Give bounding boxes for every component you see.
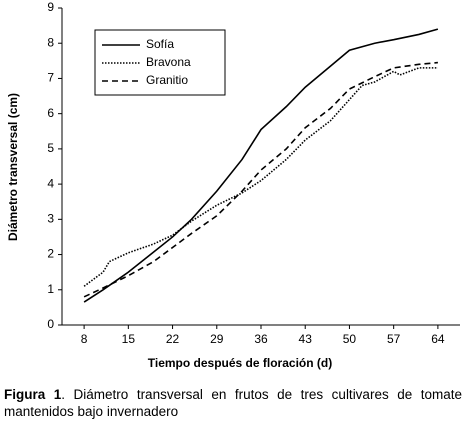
x-tick-label: 43	[299, 332, 313, 346]
y-tick-label: 7	[47, 71, 54, 85]
y-tick-label: 9	[47, 0, 54, 14]
x-tick-label: 22	[166, 332, 180, 346]
x-tick-label: 36	[254, 332, 268, 346]
y-axis-label: Diámetro transversal (cm)	[6, 93, 20, 241]
y-tick-label: 2	[47, 247, 54, 261]
y-tick-label: 4	[47, 176, 54, 190]
x-axis-label: Tiempo después de floración (d)	[148, 356, 332, 370]
y-tick-label: 6	[47, 106, 54, 120]
legend-label: Granitio	[146, 73, 188, 87]
legend-label: Bravona	[146, 55, 191, 69]
line	[83, 28, 439, 303]
y-tick-label: 3	[47, 212, 54, 226]
caption-label: Figura 1	[4, 387, 62, 402]
x-tick-label: 57	[387, 332, 401, 346]
line	[83, 67, 438, 287]
x-tick-label: 8	[81, 332, 88, 346]
y-tick-label: 1	[47, 282, 54, 296]
chart: Tiempo después de floración (d) Diámetro…	[6, 0, 460, 370]
line	[83, 61, 438, 298]
x-tick-label: 15	[122, 332, 136, 346]
caption: Figura 1. Diámetro transversal en frutos…	[4, 386, 462, 420]
legend-label: Sofía	[146, 37, 174, 51]
x-tick-label: 64	[431, 332, 445, 346]
x-tick-label: 29	[210, 332, 224, 346]
y-tick-label: 8	[47, 35, 54, 49]
caption-text: . Diámetro transversal en frutos de tres…	[4, 387, 463, 419]
legend-box	[94, 29, 226, 96]
y-tick-label: 5	[47, 141, 54, 155]
y-tick-label: 0	[47, 317, 54, 331]
x-tick-label: 50	[343, 332, 357, 346]
